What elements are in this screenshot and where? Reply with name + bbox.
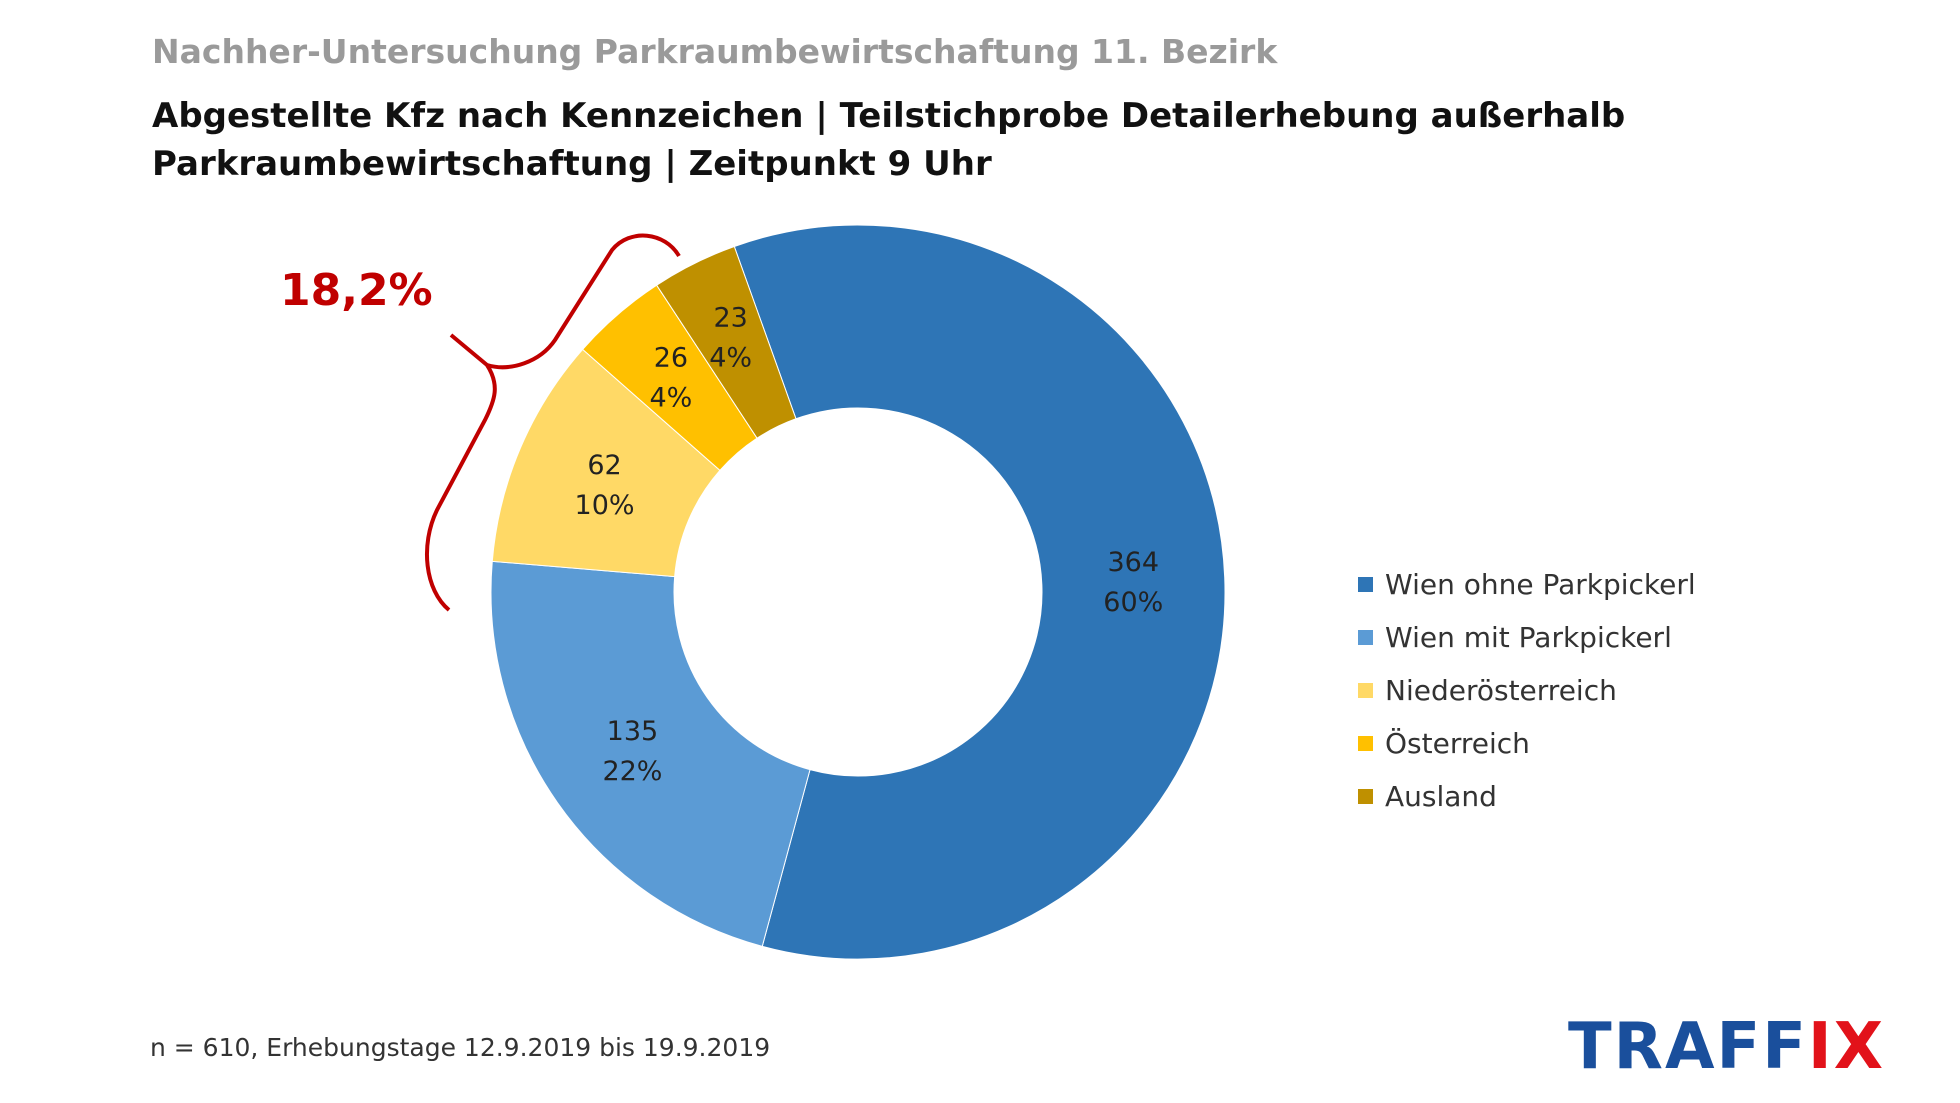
annotation-share: 18,2% (280, 265, 433, 316)
donut-slice (490, 560, 811, 947)
data-label-value: 23 (713, 302, 747, 333)
legend-swatch (1358, 630, 1373, 645)
data-label-value: 364 (1108, 547, 1160, 578)
donut-slice (655, 245, 797, 439)
footnote: n = 610, Erhebungstage 12.9.2019 bis 19.… (150, 1033, 771, 1062)
legend-label: Wien ohne Parkpickerl (1385, 568, 1696, 601)
legend-item: Niederösterreich (1358, 664, 1696, 717)
legend-item: Wien mit Parkpickerl (1358, 611, 1696, 664)
legend-swatch (1358, 736, 1373, 751)
data-label-percent: 60% (1103, 587, 1163, 618)
legend: Wien ohne Parkpickerl Wien mit Parkpicker… (1358, 558, 1696, 823)
legend-label: Österreich (1385, 727, 1530, 760)
legend-swatch (1358, 577, 1373, 592)
data-label-percent: 4% (649, 382, 692, 413)
legend-swatch (1358, 789, 1373, 804)
donut-slice (733, 224, 1226, 960)
brace-annotation (425, 233, 681, 612)
data-label-percent: 4% (709, 342, 752, 373)
data-label-percent: 10% (575, 490, 635, 521)
data-label-value: 26 (654, 342, 688, 373)
title-line-2: Parkraumbewirtschaftung | Zeitpunkt 9 Uh… (152, 144, 992, 184)
legend-label: Wien mit Parkpickerl (1385, 621, 1672, 654)
data-label-value: 62 (587, 450, 621, 481)
supertitle: Nachher-Untersuchung Parkraumbewirtschaf… (152, 32, 1278, 71)
legend-item: Österreich (1358, 717, 1696, 770)
title-line-1: Abgestellte Kfz nach Kennzeichen | Teils… (152, 96, 1626, 136)
legend-item: Ausland (1358, 770, 1696, 823)
traffix-logo: TRAFFIX (1568, 1010, 1886, 1084)
legend-item: Wien ohne Parkpickerl (1358, 558, 1696, 611)
legend-label: Niederösterreich (1385, 674, 1617, 707)
data-label-percent: 22% (602, 756, 662, 787)
chart-title: Abgestellte Kfz nach Kennzeichen | Teils… (152, 92, 1752, 188)
data-label-value: 135 (607, 716, 659, 747)
legend-label: Ausland (1385, 780, 1497, 813)
legend-swatch (1358, 683, 1373, 698)
